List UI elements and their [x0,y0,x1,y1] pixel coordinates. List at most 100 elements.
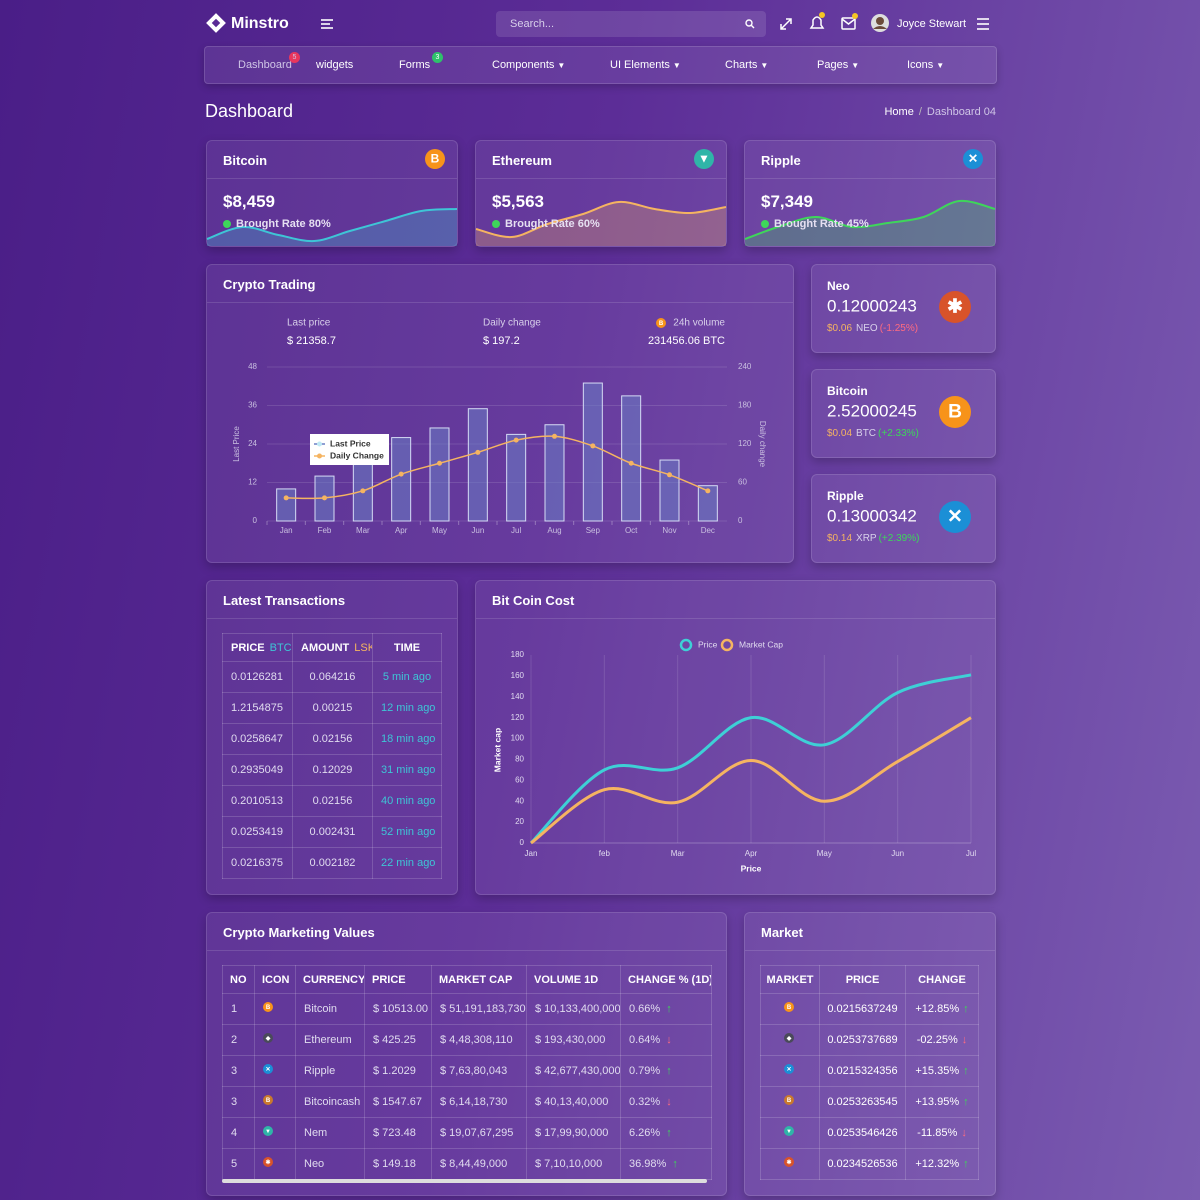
card-divider [745,178,995,179]
trend-arrow: ↑ [963,1096,969,1108]
breadcrumb-item[interactable]: Home [884,106,914,118]
brand: Minstro [231,15,289,32]
nav-label: Forms [399,59,431,71]
market-cap-cell: $ 6,14,18,730 [431,1086,527,1118]
nav-label: Dashboard [238,59,292,71]
nav-item[interactable]: Forms 3 [399,52,443,71]
price-cell: $ 10513.00 [364,993,432,1025]
nav-badge: 5 [289,52,300,63]
change-value: 0.79% [629,1065,661,1077]
price-cell: 0.0253737689 [819,1024,906,1056]
nav-item[interactable]: Icons ▼ [907,59,944,71]
breadcrumb-sep: / [918,106,922,118]
row: 0.0215637249 +12.85% ↑ [760,993,979,1025]
nav-item[interactable]: Dashboard 5 [238,52,300,71]
amount-cell: 0.00215 [292,692,373,724]
trend-arrow: ↑ [666,1003,672,1015]
change-cell: 0.32% ↓ [620,1086,712,1118]
row: 4 Nem $ 723.48 $ 19,07,67,295 $ 17,99,90,000… [222,1117,712,1149]
nav-item[interactable]: UI Elements ▼ [610,59,681,71]
trend-arrow: ↑ [963,1003,969,1015]
nav-badge: 3 [432,52,443,63]
time-cell: 40 min ago [372,785,442,817]
search-placeholder: Search... [510,18,555,30]
card-divider [476,178,726,179]
currency-cell: Ethereum [295,1024,365,1056]
nav-caret: ▼ [851,61,860,70]
row: 0.0253263545 +13.95% ↑ [760,1086,979,1118]
trend-arrow: ↑ [963,1158,969,1170]
header-cell: TIME [372,633,442,662]
mail-icon[interactable] [841,13,858,30]
page-title: Dashboard [205,101,294,121]
scrollbar[interactable] [222,1179,707,1183]
price-cell: 1.2154875 [222,692,293,724]
amount-cell: 0.002182 [292,847,373,879]
nav-item[interactable]: Charts ▼ [725,59,768,71]
price-cell: 0.0253419 [222,816,293,848]
coin-price: $5,563 [492,192,544,211]
header-label: TIME [393,641,421,654]
icon-cell [254,1148,296,1180]
card-title: Market [761,925,803,940]
avatar[interactable] [871,14,889,32]
card-title: Ripple [761,153,801,168]
change-value: 0.32% [629,1096,661,1108]
currency-cell: Ripple [295,1055,365,1087]
notification-icon[interactable] [809,12,825,29]
currency-cell: Neo [295,1148,365,1180]
trend-arrow: ↑ [963,1065,969,1077]
amount-cell: 0.064216 [292,661,373,693]
volume-cell: $ 7,10,10,000 [526,1148,621,1180]
card: Crypto Trading [206,264,794,563]
no-cell: 3 [222,1055,255,1087]
breadcrumb-current: Dashboard 04 [926,106,996,118]
time-cell: 52 min ago [372,816,442,848]
nav-caret: ▼ [672,61,681,70]
nav-item[interactable]: widgets [316,59,353,71]
card: Bit Coin Cost [475,580,996,895]
time-cell: 31 min ago [372,754,442,786]
row: 0.0126281 0.064216 5 min ago [222,661,442,693]
volume-cell: $ 40,13,40,000 [526,1086,621,1118]
row: 1.2154875 0.00215 12 min ago [222,692,442,724]
header-cell: PRICE [819,965,906,994]
change-cell: +13.95% ↑ [905,1086,979,1118]
nav-label: Components [492,59,555,71]
change-value: 6.26% [629,1127,661,1139]
row: 2 Ethereum $ 425.25 $ 4,48,308,110 $ 193,430… [222,1024,712,1056]
icon-cell [760,1086,820,1118]
change-value: 0.64% [629,1034,661,1046]
card-divider [476,618,995,619]
price-cell: $ 1547.67 [364,1086,432,1118]
change-value: +12.85% [915,1003,960,1015]
header-cell: NO [222,965,255,994]
header-label: PRICE [231,641,265,654]
trend-arrow: ↓ [666,1034,672,1046]
price-cell: 0.2935049 [222,754,293,786]
row: 0.2010513 0.02156 40 min ago [222,785,442,817]
change-cell: 6.26% ↑ [620,1117,712,1149]
nav-item[interactable]: Pages ▼ [817,59,859,71]
amount-cell: 0.002431 [292,816,373,848]
nav-item[interactable]: Components ▼ [492,59,565,71]
icon-cell [254,1024,296,1056]
card-title: Crypto Trading [223,277,316,292]
card-title: Crypto Marketing Values [223,925,375,940]
change-value: +13.95% [915,1096,960,1108]
header-row: PRICE BTC AMOUNT LSK TIME [222,633,442,662]
amount-cell: 0.02156 [292,723,373,755]
header-cell: CHANGE % (1D) [620,965,712,994]
row: 3 Bitcoincash $ 1547.67 $ 6,14,18,730 $ 40,1… [222,1086,712,1118]
side-menu-icon[interactable] [977,18,989,30]
user-name[interactable]: Joyce Stewart [897,18,967,30]
menu-toggle[interactable] [321,19,333,29]
fullscreen-icon[interactable] [780,18,792,30]
currency-cell: Bitcoin [295,993,365,1025]
trend-arrow: ↓ [961,1127,967,1139]
search-box[interactable]: Search... [496,11,766,37]
price-cell: 0.0126281 [222,661,293,693]
time-cell: 18 min ago [372,723,442,755]
card-divider [207,302,793,303]
market-cap-cell: $ 4,48,308,110 [431,1024,527,1056]
